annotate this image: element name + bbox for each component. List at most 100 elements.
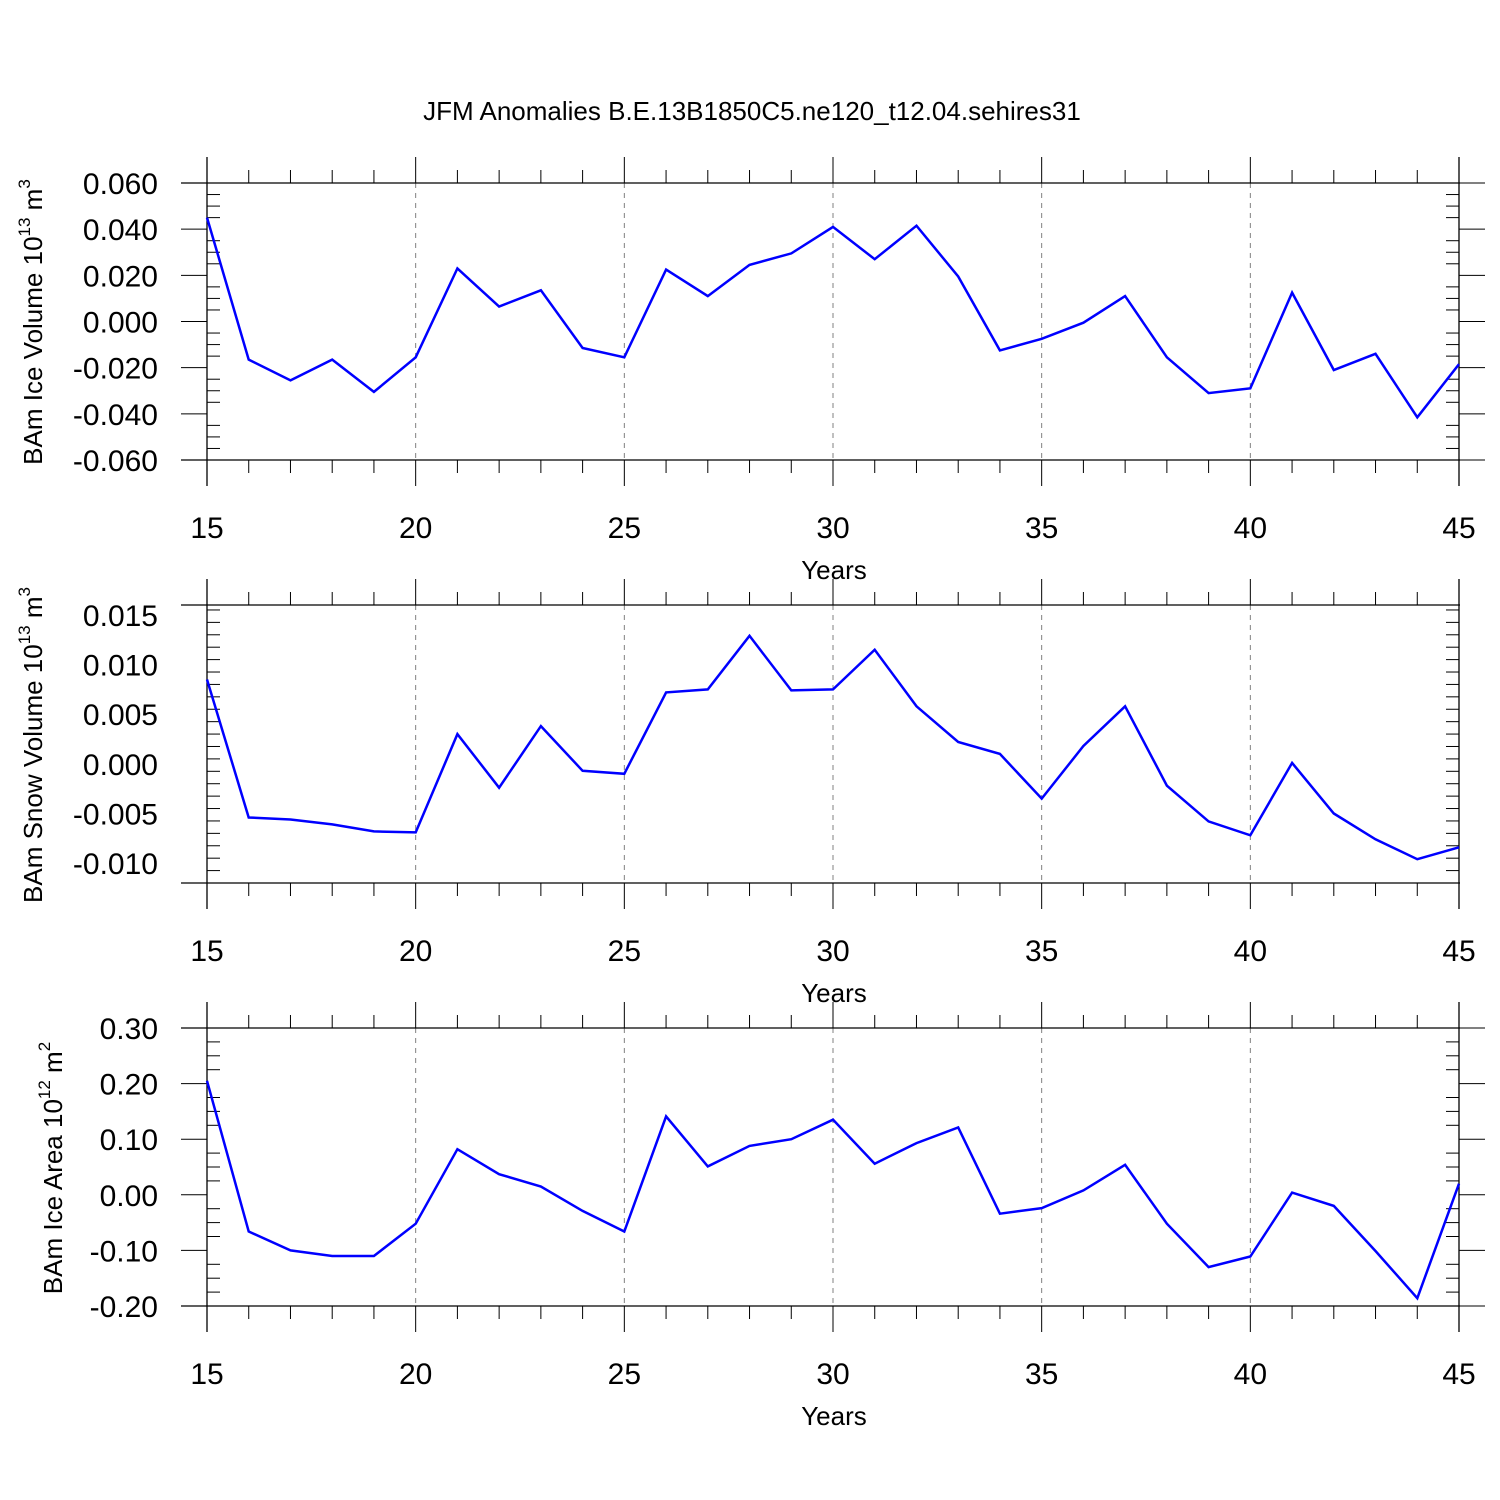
series-line bbox=[205, 1080, 1461, 1301]
data-point bbox=[664, 268, 668, 272]
figure-title: JFM Anomalies B.E.13B1850C5.ne120_t12.04… bbox=[423, 96, 1081, 126]
x-tick-label: 15 bbox=[190, 1358, 223, 1391]
y-tick-label: 0.00 bbox=[100, 1180, 158, 1213]
data-point bbox=[748, 1144, 752, 1148]
data-point bbox=[247, 815, 251, 819]
y-tick-label: -0.020 bbox=[73, 353, 158, 386]
data-point bbox=[706, 294, 710, 298]
series-line bbox=[205, 217, 1460, 420]
data-point bbox=[330, 358, 334, 362]
data-point bbox=[1415, 857, 1419, 861]
data-point bbox=[455, 732, 459, 736]
x-tick-label: 45 bbox=[1442, 935, 1475, 968]
x-tick-label: 30 bbox=[816, 935, 849, 968]
x-axis-label: Years bbox=[801, 555, 867, 585]
data-point bbox=[622, 1229, 626, 1233]
data-point bbox=[205, 677, 209, 681]
data-point bbox=[205, 1079, 209, 1083]
data-point bbox=[247, 1229, 251, 1233]
data-point bbox=[1081, 321, 1085, 325]
y-axis-label: BAm Snow Volume 1013 m3 bbox=[15, 587, 48, 903]
x-tick-label: 45 bbox=[1442, 1358, 1475, 1391]
data-point bbox=[1123, 294, 1127, 298]
panel-3: -0.20 -0.10 0.00 0.10 0.20 0.30 15 20 25 30 35 40 45… bbox=[35, 1002, 1485, 1431]
data-point bbox=[956, 274, 960, 278]
data-point bbox=[1123, 1163, 1127, 1167]
data-point bbox=[622, 772, 626, 776]
data-point bbox=[873, 257, 877, 261]
data-point bbox=[748, 263, 752, 267]
x-tick-label: 25 bbox=[608, 512, 641, 545]
panel-1: -0.060 -0.040 -0.020 0.000 0.020 0.040 0.060 15… bbox=[15, 157, 1485, 585]
data-point bbox=[1165, 1222, 1169, 1226]
data-point bbox=[1248, 833, 1252, 837]
x-tick-label: 35 bbox=[1025, 512, 1058, 545]
x-tick-label: 35 bbox=[1025, 935, 1058, 968]
data-point bbox=[288, 378, 292, 382]
data-point bbox=[372, 1254, 376, 1258]
y-tick-label: 0.015 bbox=[83, 600, 158, 633]
data-point bbox=[664, 1114, 668, 1118]
data-point bbox=[956, 740, 960, 744]
x-tick-label: 20 bbox=[399, 1358, 432, 1391]
y-tick-label: 0.000 bbox=[83, 749, 158, 782]
data-point bbox=[414, 1222, 418, 1226]
y-axis-label: BAm Ice Area 1012 m2 bbox=[35, 1042, 68, 1294]
x-tick-label: 20 bbox=[399, 512, 432, 545]
data-point bbox=[1207, 391, 1211, 395]
y-tick-label: 0.30 bbox=[100, 1013, 158, 1046]
data-point bbox=[1081, 744, 1085, 748]
x-tick-label: 25 bbox=[608, 1358, 641, 1391]
data-point bbox=[831, 1118, 835, 1122]
x-tick-label: 15 bbox=[190, 935, 223, 968]
data-point bbox=[1415, 1296, 1419, 1300]
y-tick-label: 0.010 bbox=[83, 650, 158, 683]
data-point bbox=[789, 1137, 793, 1141]
data-point bbox=[914, 1141, 918, 1145]
data-point bbox=[1332, 368, 1336, 372]
data-point bbox=[873, 1162, 877, 1166]
y-tick-label: 0.20 bbox=[100, 1069, 158, 1102]
data-point bbox=[1457, 1182, 1461, 1186]
series-line bbox=[205, 633, 1460, 861]
data-point bbox=[497, 1172, 501, 1176]
y-tick-label: 0.020 bbox=[83, 260, 158, 293]
data-point bbox=[956, 1126, 960, 1130]
data-point bbox=[789, 688, 793, 692]
x-tick-label: 40 bbox=[1234, 512, 1267, 545]
data-point bbox=[873, 648, 877, 652]
data-point bbox=[664, 690, 668, 694]
data-point bbox=[288, 1248, 292, 1252]
x-axis-label: Years bbox=[801, 978, 867, 1008]
data-point bbox=[1290, 291, 1294, 295]
y-tick-label: 0.005 bbox=[83, 699, 158, 732]
data-point bbox=[1040, 797, 1044, 801]
data-point bbox=[330, 822, 334, 826]
data-point bbox=[1165, 784, 1169, 788]
data-point bbox=[372, 390, 376, 394]
panel-2: -0.010 -0.005 0.000 0.005 0.010 0.015 15 20 25 30… bbox=[15, 579, 1476, 1008]
data-point bbox=[455, 1147, 459, 1151]
x-tick-label: 45 bbox=[1442, 512, 1475, 545]
data-point bbox=[581, 769, 585, 773]
data-point bbox=[1123, 704, 1127, 708]
x-tick-label: 40 bbox=[1234, 935, 1267, 968]
data-point bbox=[706, 1164, 710, 1168]
y-tick-label: -0.040 bbox=[73, 399, 158, 432]
data-point bbox=[581, 346, 585, 350]
data-point bbox=[455, 266, 459, 270]
data-point bbox=[1374, 352, 1378, 356]
data-point bbox=[748, 634, 752, 638]
data-point bbox=[1040, 337, 1044, 341]
x-tick-label: 40 bbox=[1234, 1358, 1267, 1391]
y-axis-label: BAm Ice Volume 1013 m3 bbox=[15, 179, 48, 465]
y-tick-label: 0.10 bbox=[100, 1124, 158, 1157]
data-point bbox=[1248, 1255, 1252, 1259]
y-tick-label: -0.060 bbox=[73, 445, 158, 478]
data-point bbox=[247, 358, 251, 362]
data-point bbox=[330, 1254, 334, 1258]
data-point bbox=[497, 786, 501, 790]
data-point bbox=[998, 752, 1002, 756]
data-point bbox=[1040, 1206, 1044, 1210]
y-tick-label: 0.040 bbox=[83, 214, 158, 247]
